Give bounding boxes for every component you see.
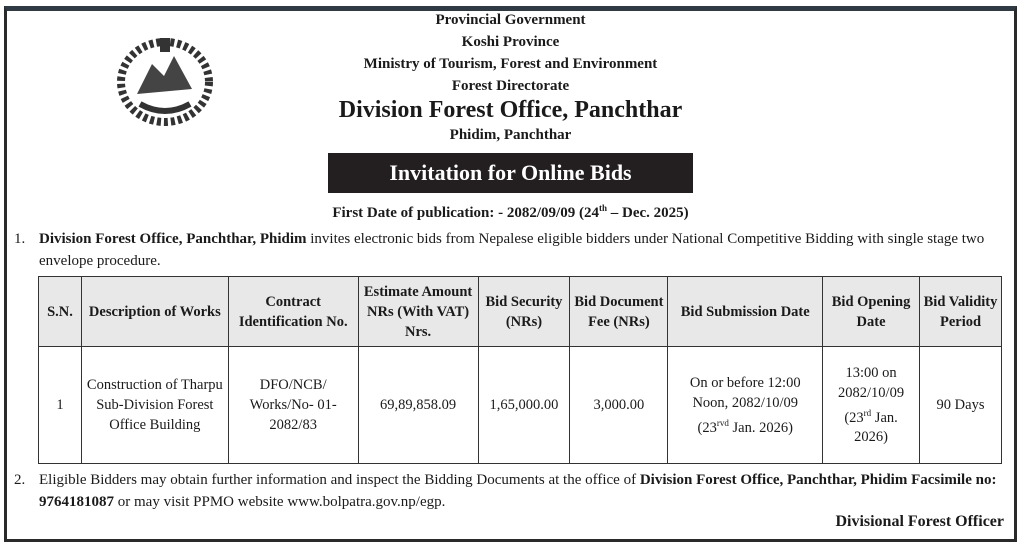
table-row: 1 Construction of Tharpu Sub-Division Fo… — [38, 346, 1002, 464]
paragraph-2-text: or may visit PPMO website — [114, 494, 288, 510]
submission-note: (23 — [697, 419, 717, 436]
paragraph-2-bold: Division Forest Office, Panchthar, Phidi… — [39, 472, 997, 510]
cell-estimate: 69,89,858.09 — [357, 346, 479, 464]
opening-end: Jan. 2026) — [854, 409, 898, 446]
opening-text: 13:00 on 2082/10/09 — [838, 364, 905, 401]
cell-opening-date: 13:00 on 2082/10/09 (23rd Jan. 2026) — [822, 346, 921, 464]
column-header: Bid Submission Date — [667, 276, 824, 347]
column-header: Bid Document Fee (NRs) — [569, 276, 669, 347]
ppmo-website-link[interactable]: www.bolpatra.gov.np — [287, 494, 416, 510]
header-directorate: Forest Directorate — [451, 78, 570, 94]
column-header: Description of Works — [80, 276, 229, 347]
header-provincial-government: Provincial Government — [435, 12, 586, 28]
paragraph-1-text: invites electronic bids from Nepalese el… — [39, 231, 985, 269]
publication-prefix: First Date of publication: - 2082/09/09 … — [332, 205, 599, 221]
publication-sup: th — [598, 203, 607, 213]
paragraph-2: 2. Eligible Bidders may obtain further i… — [14, 469, 1009, 513]
paragraph-2-text: Eligible Bidders may obtain further info… — [39, 472, 640, 488]
signature-title: Divisional Forest Officer — [835, 513, 1004, 530]
opening-sup: rd — [863, 407, 872, 418]
column-header: Bid Opening Date — [822, 276, 921, 347]
submission-sup: rvd — [716, 417, 729, 428]
column-header: Bid Security (NRs) — [477, 276, 571, 347]
header-location: Phidim, Panchthar — [449, 127, 572, 143]
paragraph-number: 1. — [14, 231, 26, 247]
header-office: Division Forest Office, Panchthar — [338, 97, 683, 123]
paragraph-1-bold: Division Forest Office, Panchthar, Phidi… — [39, 231, 307, 247]
cell-bid-security: 1,65,000.00 — [477, 346, 571, 464]
bid-table: S.N. Description of Works Contract Ident… — [38, 276, 1002, 464]
cell-contract-id: DFO/NCB/ Works/No- 01-2082/83 — [227, 346, 359, 464]
submission-end: Jan. 2026) — [728, 419, 793, 436]
submission-text: On or before 12:00 Noon, 2082/10/09 — [689, 374, 801, 411]
publication-date: First Date of publication: - 2082/09/09 … — [0, 203, 1021, 222]
cell-validity: 90 Days — [919, 346, 1002, 464]
column-header: Estimate Amount NRs (With VAT) Nrs. — [357, 276, 479, 347]
notice-frame — [4, 6, 1017, 542]
government-emblem-logo — [117, 38, 213, 126]
paragraph-2-text: /egp. — [415, 494, 446, 510]
cell-sn: 1 — [38, 346, 82, 464]
table-header-row: S.N. Description of Works Contract Ident… — [38, 276, 1002, 347]
paragraph-1: 1. Division Forest Office, Panchthar, Ph… — [14, 228, 1009, 272]
column-header: Bid Validity Period — [919, 276, 1002, 347]
cell-submission-date: On or before 12:00 Noon, 2082/10/09 (23rv… — [667, 346, 824, 464]
cell-document-fee: 3,000.00 — [569, 346, 669, 464]
header-ministry: Ministry of Tourism, Forest and Environm… — [363, 56, 658, 72]
header-province: Koshi Province — [461, 34, 560, 50]
cell-description: Construction of Tharpu Sub-Division Fore… — [80, 346, 229, 464]
column-header: S.N. — [38, 276, 82, 347]
publication-suffix: – Dec. 2025) — [607, 205, 689, 221]
paragraph-number: 2. — [14, 472, 26, 488]
notice-title-banner: Invitation for Online Bids — [328, 153, 693, 193]
column-header: Contract Identification No. — [227, 276, 359, 347]
opening-note: (23 — [844, 409, 864, 426]
